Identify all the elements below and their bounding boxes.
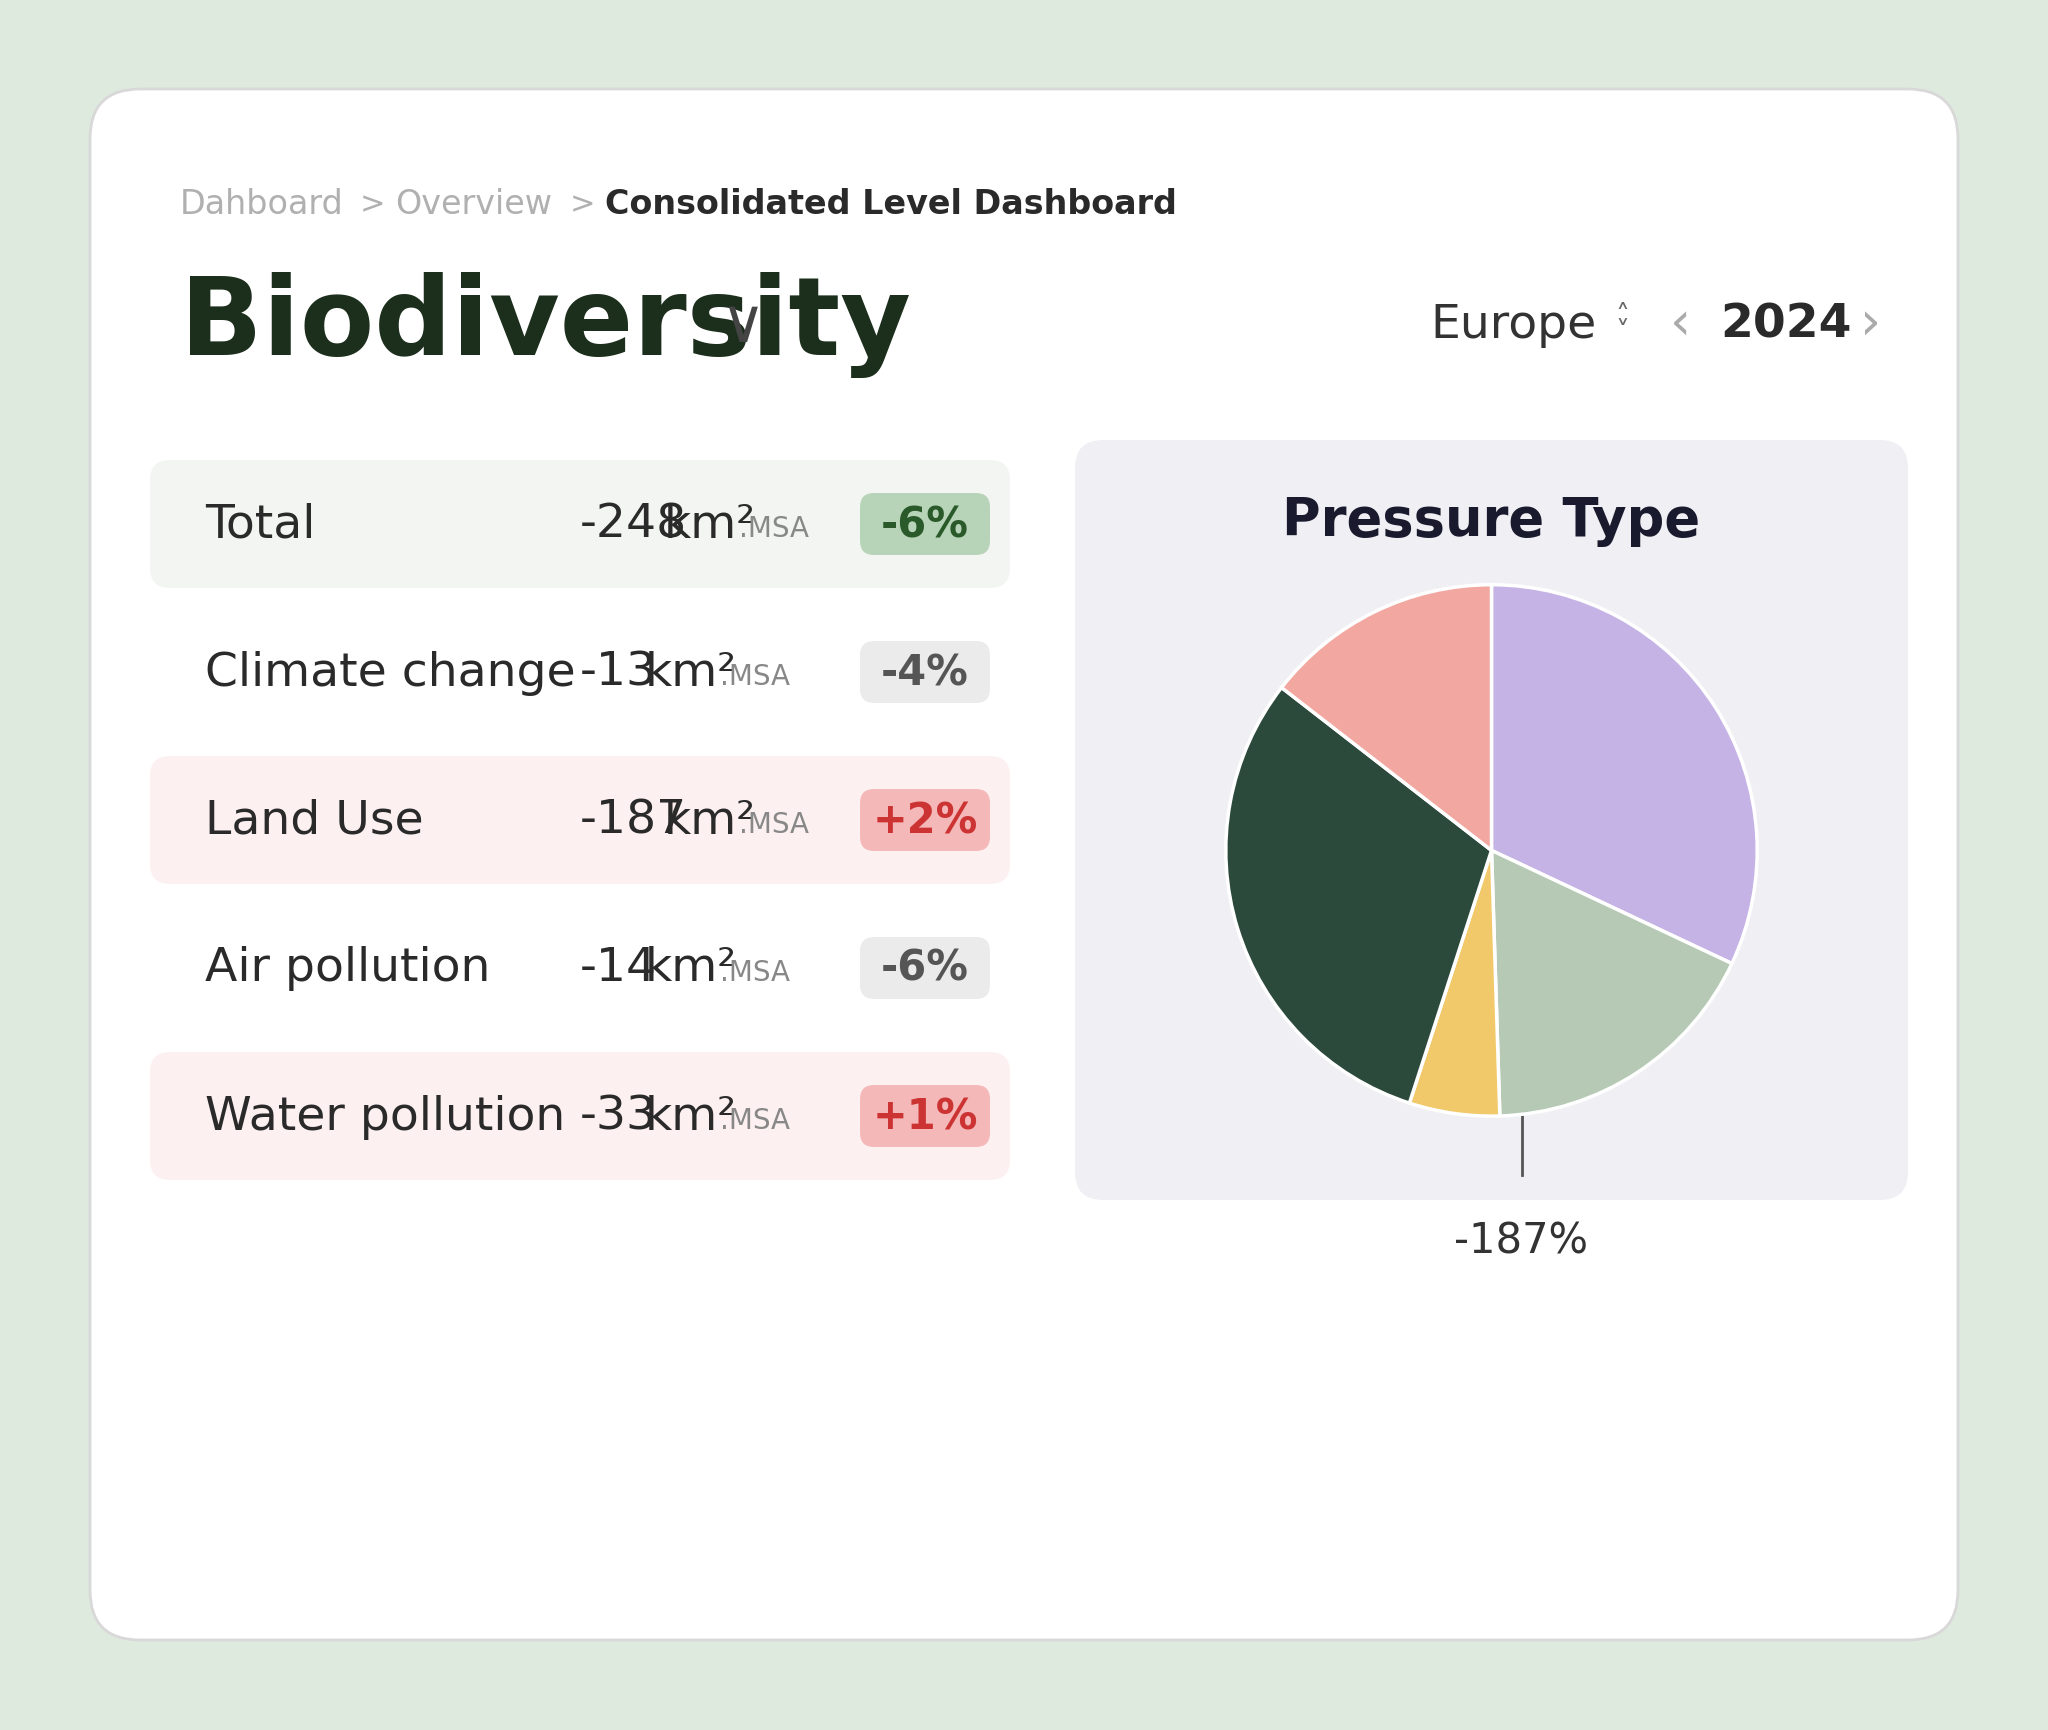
Text: Air pollution: Air pollution [205,946,489,991]
FancyBboxPatch shape [860,1085,989,1147]
Text: +1%: +1% [872,1095,977,1137]
Text: km²: km² [664,798,756,843]
Text: Biodiversity: Biodiversity [180,272,911,377]
Text: .MSA: .MSA [721,663,791,690]
Text: -4%: -4% [881,652,969,694]
Text: -187%: -187% [1454,1220,1589,1263]
Text: >: > [569,190,596,220]
Text: -14: -14 [580,946,657,991]
Text: .MSA: .MSA [721,958,791,986]
Text: Land Use: Land Use [205,798,424,843]
Text: Water pollution: Water pollution [205,1093,565,1138]
Text: ‹: ‹ [1669,299,1692,351]
FancyBboxPatch shape [860,642,989,704]
FancyBboxPatch shape [860,493,989,555]
Text: km²: km² [664,502,756,547]
Wedge shape [1409,851,1499,1116]
FancyBboxPatch shape [1075,441,1909,1201]
Text: ˄: ˄ [1616,303,1628,330]
Text: -187: -187 [580,798,688,843]
Text: -6%: -6% [881,948,969,990]
Text: .MSA: .MSA [739,811,809,839]
Text: .MSA: .MSA [721,1107,791,1135]
Wedge shape [1491,585,1757,964]
Text: Dahboard: Dahboard [180,189,344,221]
FancyBboxPatch shape [90,90,1958,1640]
FancyBboxPatch shape [150,460,1010,588]
Text: -248: -248 [580,502,688,547]
Text: ˅: ˅ [1616,318,1628,346]
Wedge shape [1491,851,1733,1116]
FancyBboxPatch shape [860,789,989,851]
Text: Climate change: Climate change [205,650,575,695]
Text: Total: Total [205,502,315,547]
Text: km²: km² [645,946,737,991]
Wedge shape [1227,689,1491,1104]
Text: +2%: +2% [872,799,977,841]
Text: >: > [360,190,385,220]
Text: .MSA: .MSA [739,516,809,543]
Wedge shape [1282,585,1491,851]
Text: Overview: Overview [395,189,553,221]
Text: 2024: 2024 [1720,303,1851,348]
Text: ∨: ∨ [721,296,764,355]
Text: Europe: Europe [1430,303,1595,348]
FancyBboxPatch shape [860,938,989,1000]
FancyBboxPatch shape [150,756,1010,884]
Text: km²: km² [645,1093,737,1138]
Text: ›: › [1860,299,1882,351]
FancyBboxPatch shape [150,1052,1010,1180]
Text: -33: -33 [580,1093,657,1138]
Text: -6%: -6% [881,503,969,545]
Text: Consolidated Level Dashboard: Consolidated Level Dashboard [604,189,1178,221]
Text: -13: -13 [580,650,657,695]
Text: Pressure Type: Pressure Type [1282,495,1700,547]
Text: km²: km² [645,650,737,695]
